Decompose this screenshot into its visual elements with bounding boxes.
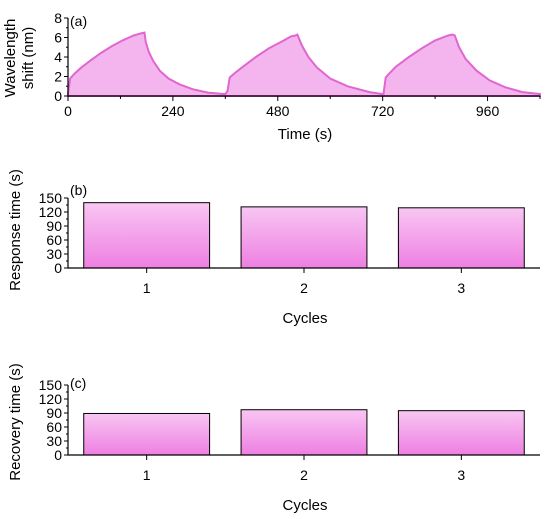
wavelength-shift-area: [67, 31, 541, 97]
panel-c-bar-2: [240, 409, 368, 456]
panel-b-bar-2: [240, 206, 368, 269]
panel-a-xtick-label: 960: [476, 103, 500, 119]
panel-a-xlabel: Time (s): [278, 126, 332, 143]
panel-a-xtick-label: 0: [64, 103, 72, 119]
panel-a-ytick-label: 0: [54, 88, 62, 104]
panel-c-xlabel: Cycles: [282, 497, 327, 514]
panel-b-xtick-label: 1: [143, 280, 151, 296]
panel-a-label: (a): [70, 13, 87, 29]
panel-c-label: (c): [70, 375, 86, 391]
panel-a-ytick-label: 4: [54, 49, 62, 65]
panel-c-ytick-label: 120: [39, 391, 63, 407]
panel-b-ytick-label: 90: [46, 218, 62, 234]
panel-b-bars: [83, 202, 525, 269]
panel-b-bar-1: [83, 202, 211, 269]
panel-c-ylabel: Recovery time (s): [7, 363, 24, 481]
panel-c-bar-3: [397, 410, 525, 456]
panel-b-ylabel: Response time (s): [7, 169, 24, 291]
panel-a-ytick-label: 6: [54, 30, 62, 46]
panel-b-ytick-label: 120: [39, 204, 63, 220]
panel-a-ytick-label: 8: [54, 10, 62, 26]
panel-c-ytick-label: 60: [46, 419, 62, 435]
panel-c-xtick-label: 2: [300, 467, 308, 483]
panel-b-xlabel: Cycles: [282, 310, 327, 327]
panel-c-bar-1: [83, 412, 211, 456]
panel-a-xtick-label: 720: [371, 103, 395, 119]
panel-a-xtick-label: 480: [266, 103, 290, 119]
panel-b-label: (b): [70, 182, 87, 198]
panel-a-ytick-label: 2: [54, 69, 62, 85]
panel-b-ytick-label: 30: [46, 246, 62, 262]
panel-a: 0 2 4 6 8 0 240 480 720 960 (a) Time (s) Waveleng…: [2, 10, 541, 143]
panel-c-ytick-label: 90: [46, 405, 62, 421]
panel-c-ytick-label: 0: [54, 447, 62, 463]
panel-b-ytick-label: 60: [46, 232, 62, 248]
panel-a-ylabel-line2: shift (nm): [20, 27, 37, 90]
panel-b-xtick-label: 3: [457, 280, 465, 296]
panel-b-ytick-label: 0: [54, 260, 62, 276]
panel-c-xtick-label: 1: [143, 467, 151, 483]
panel-a-xtick-label: 240: [161, 103, 185, 119]
panel-b-xtick-label: 2: [300, 280, 308, 296]
panel-a-ylabel-line1: Wavelength: [2, 19, 19, 98]
panel-b-bar-3: [397, 207, 525, 269]
panel-c-ytick-label: 30: [46, 433, 62, 449]
panel-a-axes: 0 2 4 6 8 0 240 480 720 960: [54, 10, 541, 119]
panel-c-bars: [83, 409, 525, 456]
panel-c-xtick-label: 3: [457, 467, 465, 483]
panel-b-ytick-label: 150: [39, 190, 63, 206]
panel-c-ytick-label: 150: [39, 377, 63, 393]
